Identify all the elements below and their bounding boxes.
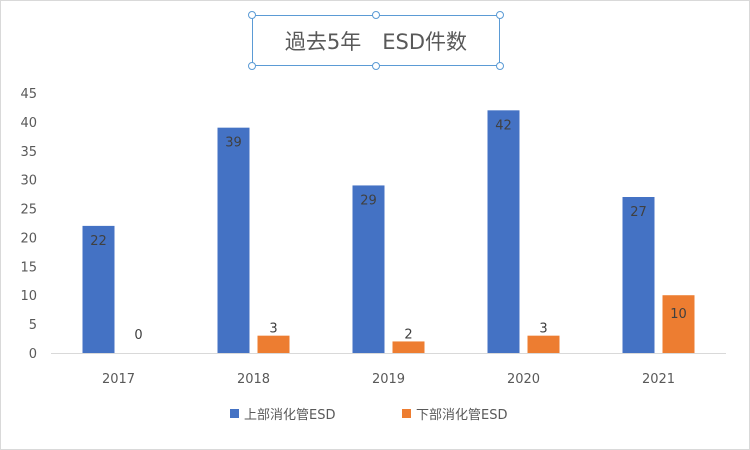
data-label-1-4: 10 — [670, 307, 687, 322]
bar-series-0-4 — [622, 197, 655, 353]
data-label-0-2: 29 — [360, 193, 377, 208]
selection-handle-bottom-right[interactable] — [496, 62, 504, 70]
y-tick-label-2: 10 — [20, 289, 37, 304]
bar-series-0-3 — [487, 110, 520, 353]
selection-handle-top-right[interactable] — [496, 11, 504, 19]
bar-series-1-1 — [257, 335, 290, 353]
x-tick-label-3: 2020 — [507, 372, 540, 387]
x-tick-label-2: 2019 — [372, 372, 405, 387]
bar-series-1-2 — [392, 341, 425, 353]
y-tick-label-0: 0 — [29, 347, 37, 362]
chart-title-box[interactable]: 過去5年 ESD件数 — [252, 15, 500, 66]
x-tick-label-0: 2017 — [102, 372, 135, 387]
selection-handle-top-left[interactable] — [248, 11, 256, 19]
y-tick-label-4: 20 — [20, 231, 37, 246]
data-label-1-0: 0 — [134, 328, 142, 343]
y-tick-label-7: 35 — [20, 145, 37, 160]
chart-title: 過去5年 ESD件数 — [284, 29, 468, 54]
y-tick-label-5: 25 — [20, 203, 37, 218]
data-label-0-1: 39 — [225, 136, 242, 151]
y-tick-label-1: 5 — [29, 318, 37, 333]
y-tick-label-6: 30 — [20, 174, 37, 189]
bar-series-1-3 — [527, 335, 560, 353]
x-tick-label-1: 2018 — [237, 372, 270, 387]
bar-series-0-2 — [352, 185, 385, 353]
data-label-0-4: 27 — [630, 205, 647, 220]
selection-handle-top-center[interactable] — [372, 11, 380, 19]
x-tick-label-4: 2021 — [642, 372, 675, 387]
bar-series-0-1 — [217, 127, 250, 354]
data-label-0-3: 42 — [495, 118, 512, 133]
data-label-1-2: 2 — [404, 327, 412, 342]
bar-series-1-4 — [662, 295, 695, 353]
data-label-1-1: 3 — [269, 322, 277, 337]
legend-label-0: 上部消化管ESD — [244, 408, 335, 423]
y-tick-label-8: 40 — [20, 116, 37, 131]
legend-label-1: 下部消化管ESD — [416, 408, 507, 423]
legend-swatch-0 — [230, 409, 239, 418]
y-tick-label-9: 45 — [20, 87, 37, 102]
data-label-0-0: 22 — [90, 234, 107, 249]
bar-series-0-0 — [82, 225, 115, 353]
data-label-1-3: 3 — [539, 322, 547, 337]
selection-handle-bottom-center[interactable] — [372, 62, 380, 70]
legend-swatch-1 — [402, 409, 411, 418]
y-tick-label-3: 15 — [20, 260, 37, 275]
selection-handle-bottom-left[interactable] — [248, 62, 256, 70]
